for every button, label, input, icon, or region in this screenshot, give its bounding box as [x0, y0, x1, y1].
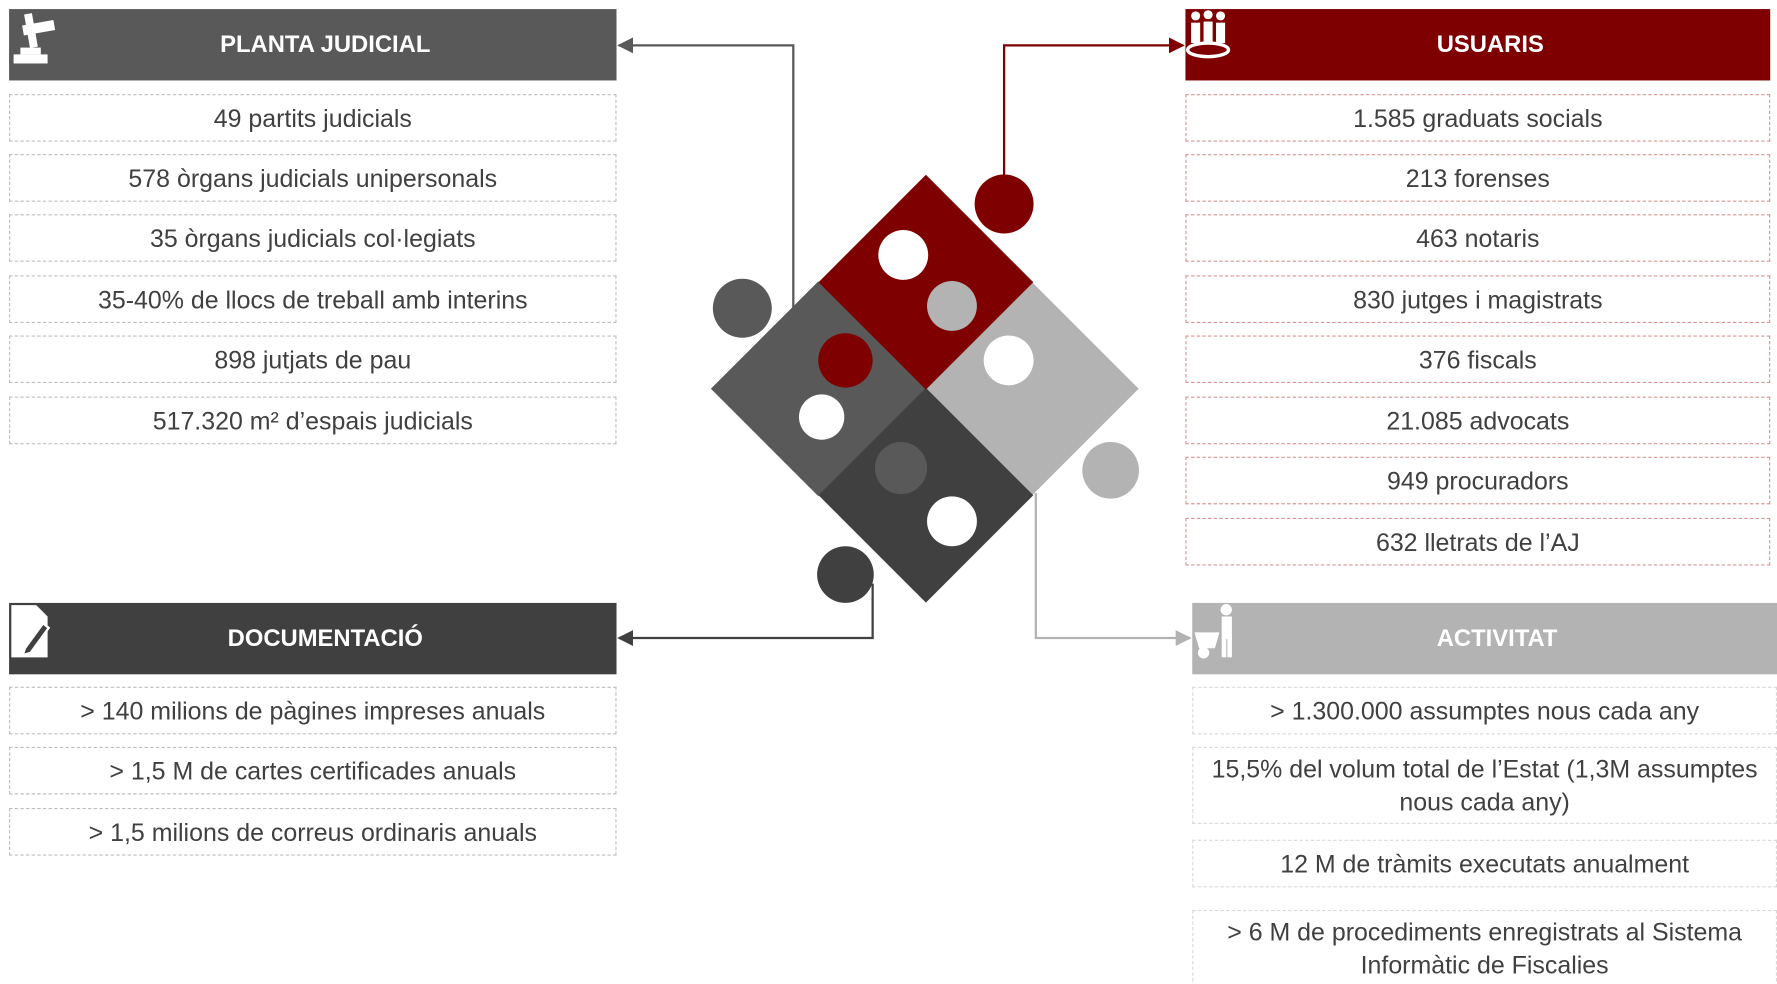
section-title: ACTIVITAT — [1437, 625, 1558, 652]
stat-item: 517.320 m² d’espais judicials — [9, 397, 616, 445]
stat-item: > 1,5 M de cartes certificades anuals — [9, 747, 616, 795]
section-title: DOCUMENTACIÓ — [228, 625, 423, 652]
stat-item: 213 forenses — [1185, 154, 1770, 202]
section-header: PLANTA JUDICIAL — [9, 9, 616, 80]
stat-item: 15,5% del volum total de l’Estat (1,3M a… — [1192, 747, 1777, 824]
stat-item: 35 òrgans judicials col·legiats — [9, 214, 616, 262]
section-title: USUARIS — [1437, 31, 1544, 58]
stat-item: 578 òrgans judicials unipersonals — [9, 154, 616, 202]
stat-item: > 6 M de procediments enregistrats al Si… — [1192, 910, 1777, 984]
stat-item: 1.585 graduats socials — [1185, 94, 1770, 142]
stat-item: 12 M de tràmits executats anualment — [1192, 840, 1777, 888]
puzzle-knob — [874, 441, 928, 495]
section-header: USUARIS — [1185, 9, 1770, 80]
section-header: DOCUMENTACIÓ — [9, 603, 616, 674]
stat-item: 830 jutges i magistrats — [1185, 275, 1770, 323]
stat-item: 632 lletrats de l’AJ — [1185, 518, 1770, 566]
stat-item: > 1.300.000 assumptes nous cada any — [1192, 687, 1777, 735]
stat-item: > 140 milions de pàgines impreses anuals — [9, 687, 616, 735]
puzzle-knob — [927, 281, 977, 331]
section-header: ACTIVITAT — [1192, 603, 1777, 674]
infographic: PLANTA JUDICIAL 49 partits judicials 578 ò… — [0, 0, 1777, 984]
stat-item: 463 notaris — [1185, 214, 1770, 262]
stat-item: > 1,5 milions de correus ordinaris anual… — [9, 808, 616, 856]
stat-item: 49 partits judicials — [9, 94, 616, 142]
stat-item: 21.085 advocats — [1185, 397, 1770, 445]
connector — [619, 45, 794, 311]
stat-item: 35-40% de llocs de treball amb interins — [9, 275, 616, 323]
stat-item: 949 procuradors — [1185, 457, 1770, 505]
stat-item: 898 jutjats de pau — [9, 335, 616, 383]
connector — [1036, 493, 1190, 638]
section-title: PLANTA JUDICIAL — [220, 31, 430, 58]
connector — [1004, 45, 1183, 192]
stat-item: 376 fiscals — [1185, 335, 1770, 383]
